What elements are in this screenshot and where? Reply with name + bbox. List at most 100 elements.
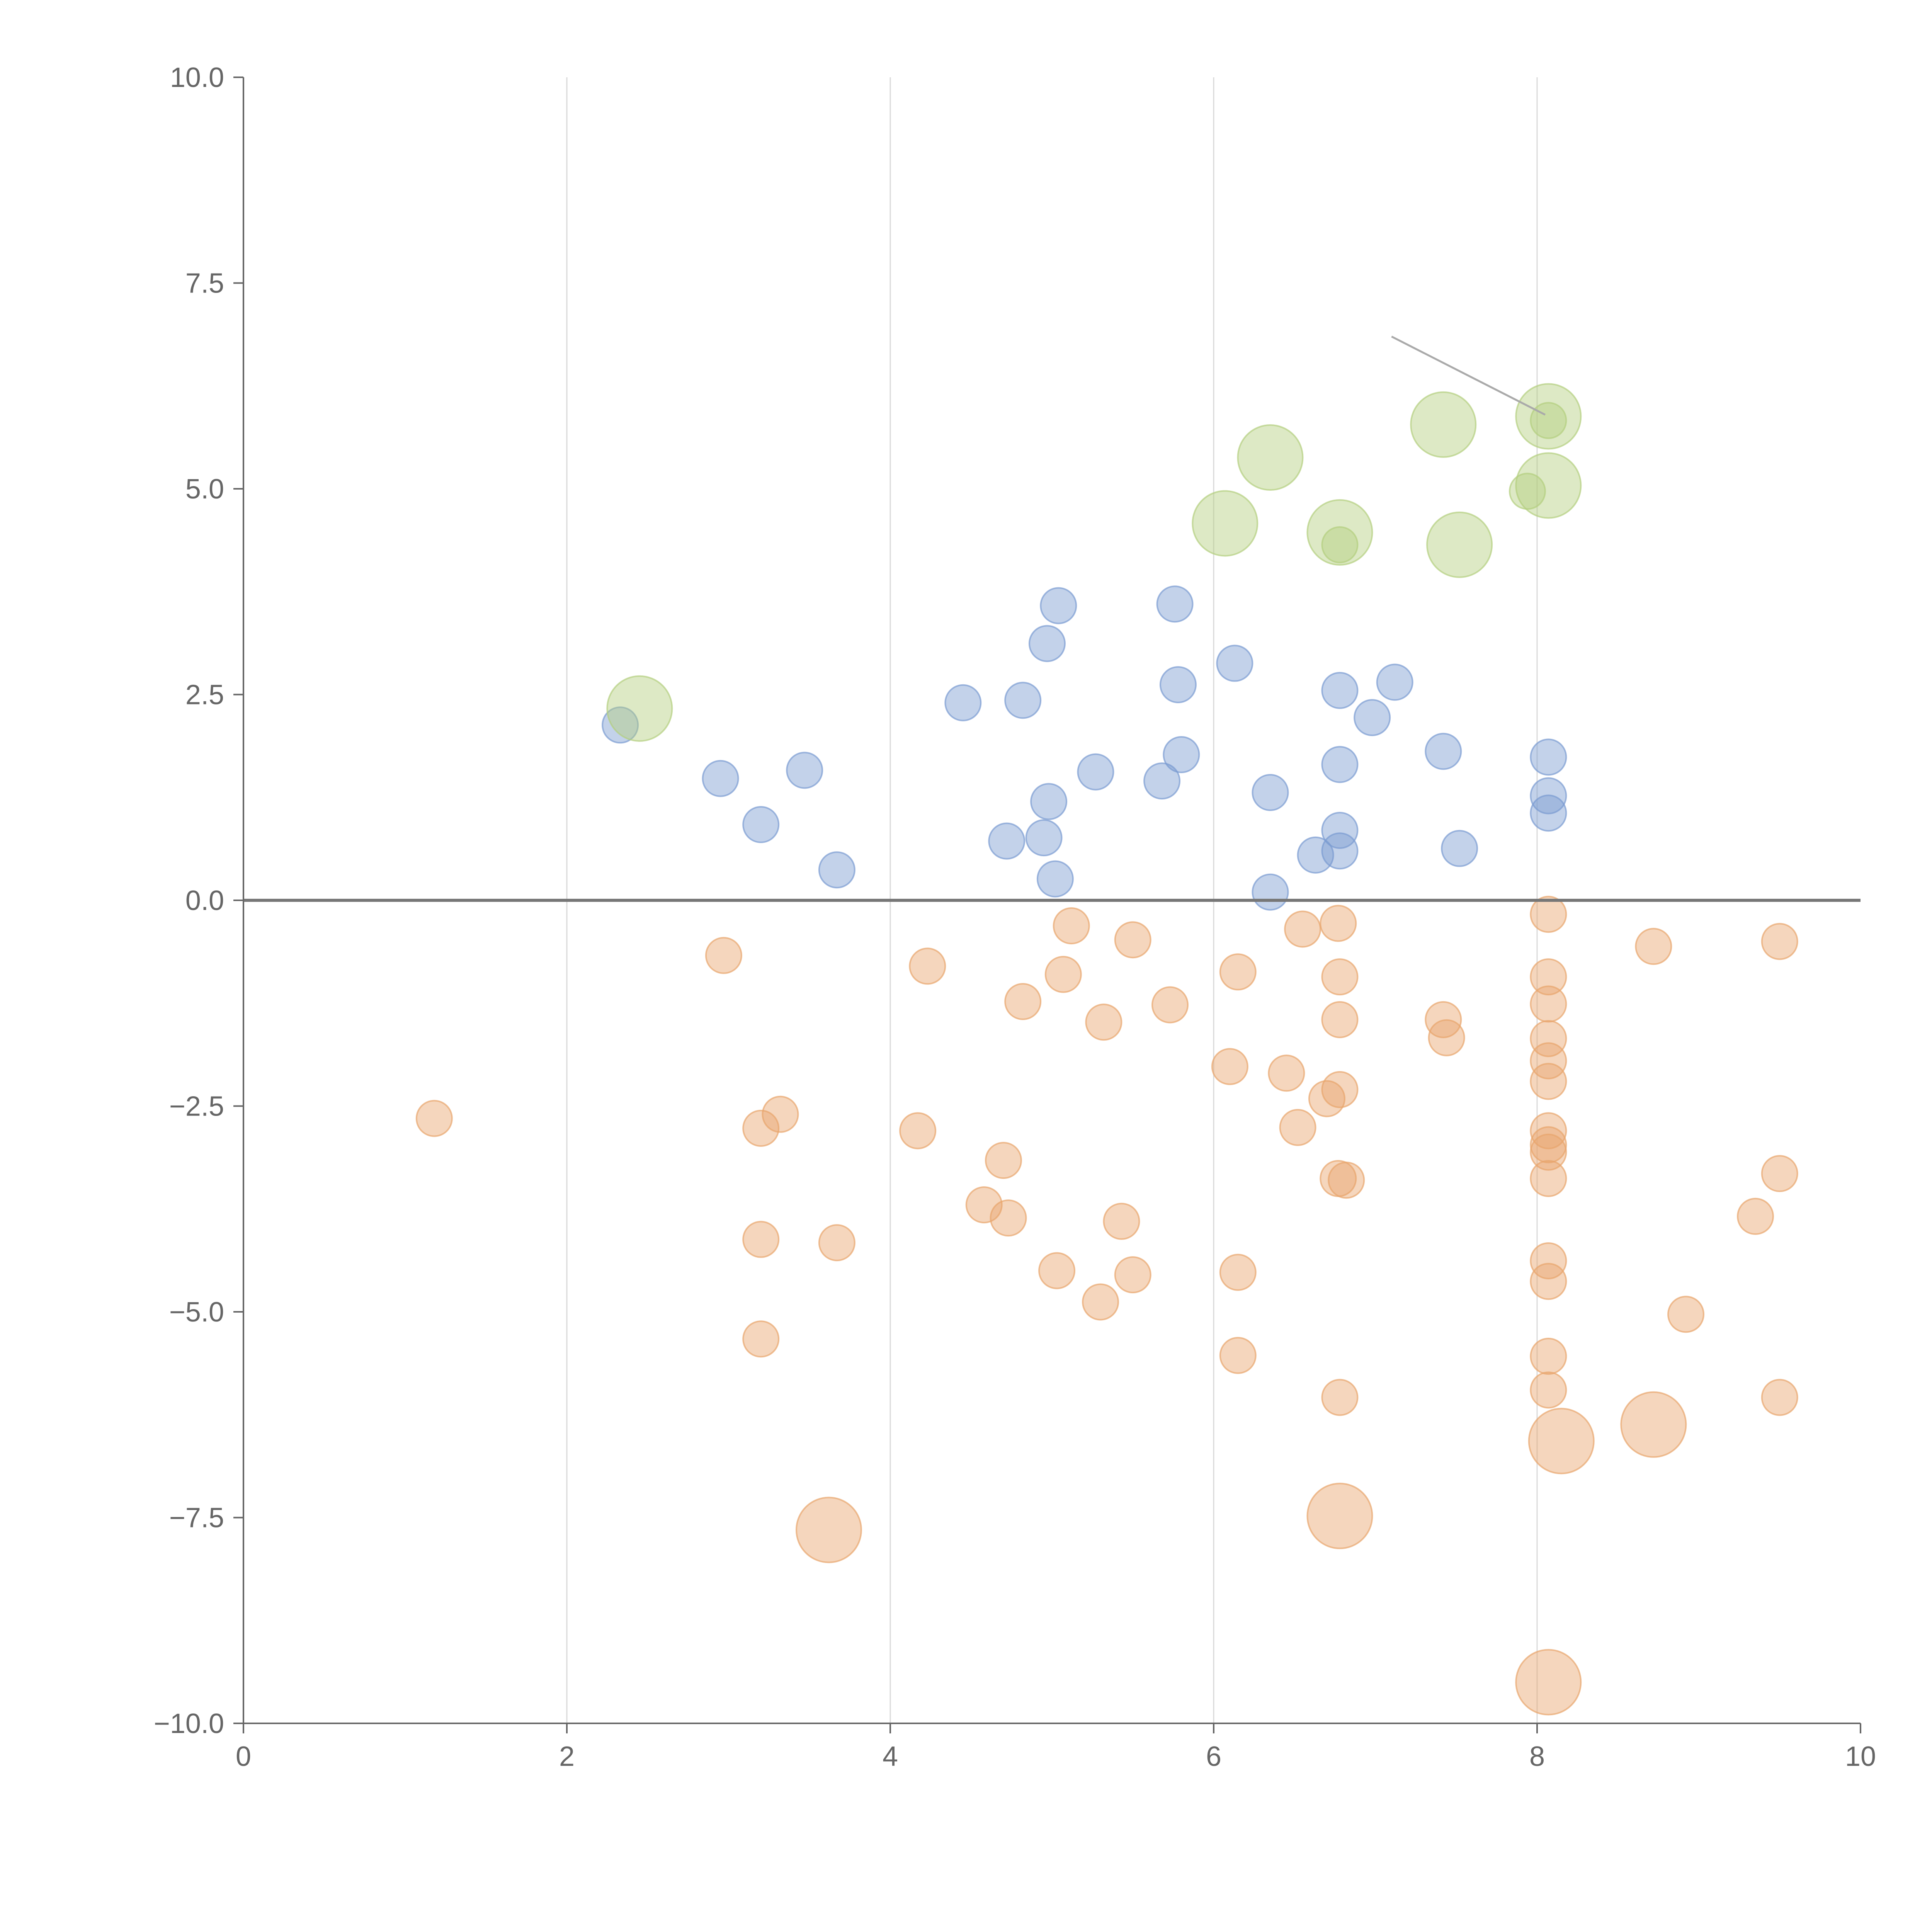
- bubble-negative: [742, 1320, 780, 1358]
- bubble-negative: [1530, 1371, 1567, 1409]
- bubble-negative: [1530, 958, 1567, 996]
- bubble-negative: [1515, 1649, 1582, 1716]
- bubble-highlight: [1515, 452, 1582, 519]
- bubble-negative: [1667, 1296, 1705, 1333]
- bubble-highlight: [1237, 424, 1304, 491]
- axes: 10.0 7.5 5.0 2.5 0.0 −2.5 −5.0 −7.5 −10.0 0 2 4 6 8 10: [154, 62, 1876, 1772]
- bubble-negative: [1635, 928, 1672, 965]
- bubble-negative: [1219, 1253, 1257, 1291]
- bubble-negative: [1279, 1109, 1316, 1146]
- bubble-positive: [1425, 733, 1462, 770]
- bubble-positive: [786, 752, 823, 789]
- bubble-negative: [1004, 983, 1042, 1020]
- bubble-negative: [1761, 1155, 1798, 1192]
- bubble-negative: [1114, 921, 1151, 959]
- bubble-positive: [1028, 625, 1066, 662]
- bubble-negative: [1320, 905, 1357, 942]
- bubble-negative: [1530, 1042, 1567, 1080]
- bubble-negative: [1103, 1202, 1140, 1240]
- bubble-highlight: [1509, 473, 1546, 510]
- y-tick-label: −2.5: [169, 1091, 224, 1122]
- x-tick-label: 2: [559, 1741, 575, 1772]
- bubble-positive: [1321, 832, 1359, 870]
- bubble-positive: [702, 760, 739, 797]
- bubble-negative: [1321, 1001, 1359, 1038]
- bubble-positive: [988, 822, 1026, 860]
- bubble-highlight: [1410, 391, 1477, 458]
- bubble-negative: [795, 1497, 862, 1563]
- bubble-positive: [1321, 746, 1359, 783]
- bubble-negative: [1530, 1126, 1567, 1163]
- y-tick-label: 2.5: [185, 680, 224, 711]
- bubble-positive: [742, 806, 780, 844]
- bubble-negative: [1284, 910, 1321, 948]
- bubble-negative: [1530, 985, 1567, 1023]
- bubble-negative: [965, 1186, 1003, 1224]
- bubble-highlight: [606, 675, 673, 742]
- y-tick-label: 10.0: [170, 62, 224, 93]
- bubble-negative: [1530, 1338, 1567, 1375]
- bubble-negative: [909, 947, 946, 985]
- bubble-negative: [762, 1095, 799, 1133]
- bubble-negative: [705, 937, 742, 974]
- bubble-negative: [1321, 1379, 1359, 1416]
- bubble-negative: [1151, 986, 1189, 1024]
- bubble-positive: [1530, 738, 1567, 776]
- bubble-negative: [1761, 1379, 1798, 1416]
- bubble-negative: [1530, 896, 1567, 933]
- bubble-positive: [1252, 873, 1289, 911]
- annotation-leader-line: [1391, 335, 1546, 416]
- y-tick-label: −7.5: [169, 1503, 224, 1534]
- y-tick-label: 7.5: [185, 268, 224, 299]
- y-tick-label: 5.0: [185, 474, 224, 505]
- bubble-negative: [1620, 1391, 1687, 1458]
- bubble-negative: [818, 1224, 855, 1262]
- bubble-negative: [1530, 1242, 1567, 1279]
- bubble-negative: [1219, 1337, 1257, 1374]
- bubble-positive: [1297, 836, 1334, 874]
- bubble-negative: [1268, 1054, 1305, 1092]
- bubble-highlight: [1306, 499, 1373, 566]
- bubble-negative: [1082, 1283, 1119, 1321]
- bubble-negative: [1328, 1162, 1365, 1199]
- bubble-negative: [985, 1142, 1022, 1179]
- bubble-positive: [1163, 736, 1200, 773]
- bubble-positive: [1354, 699, 1391, 736]
- x-tick-label: 4: [883, 1741, 898, 1772]
- bubble-negative: [1530, 1160, 1567, 1197]
- bubbles: [415, 383, 1798, 1716]
- y-tick-label: −10.0: [154, 1708, 224, 1739]
- bubble-positive: [1004, 682, 1042, 719]
- bubble-positive: [1156, 585, 1194, 623]
- bubble-positive: [1159, 666, 1197, 703]
- bubble-positive: [1025, 819, 1063, 857]
- bubble-positive: [1216, 645, 1253, 682]
- y-tick-label: 0.0: [185, 885, 224, 916]
- bubble-negative: [1530, 1063, 1567, 1100]
- bubble-negative: [1528, 1408, 1595, 1475]
- bubble-highlight: [1515, 383, 1582, 450]
- bubble-negative: [1530, 1263, 1567, 1300]
- bubble-negative: [742, 1110, 780, 1147]
- bubble-positive: [1321, 672, 1359, 709]
- bubble-negative: [1306, 1483, 1373, 1549]
- bubble-positive: [1252, 774, 1289, 811]
- y-tick-label: −5.0: [169, 1297, 224, 1328]
- bubble-negative: [1321, 1071, 1359, 1108]
- bubble-negative: [1736, 1197, 1774, 1235]
- bubble-positive: [1040, 587, 1077, 624]
- x-tick-label: 0: [236, 1741, 251, 1772]
- bubble-negative: [1211, 1048, 1248, 1085]
- bubble-highlight: [1426, 511, 1493, 578]
- bubble-negative: [1530, 1112, 1567, 1150]
- bubble-negative: [1114, 1256, 1151, 1294]
- bubble-positive: [1441, 830, 1478, 867]
- bubble-highlight: [1321, 526, 1359, 563]
- bubble-positive: [1077, 753, 1114, 791]
- bubble-negative: [1428, 1019, 1465, 1056]
- bubble-negative: [1038, 1252, 1076, 1289]
- bubble-negative: [990, 1199, 1027, 1237]
- annotations: [1391, 335, 1546, 416]
- bubble-negative: [1053, 907, 1090, 945]
